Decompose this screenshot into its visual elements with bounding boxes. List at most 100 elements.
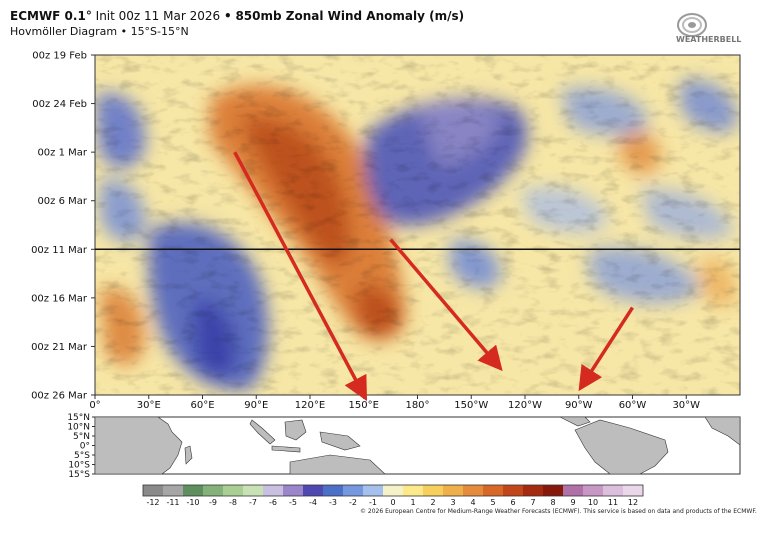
propagation-arrows — [233, 151, 634, 402]
title-init: Init 00z 11 Mar 2026 — [95, 9, 221, 23]
lat-tick-label: 0° — [80, 442, 90, 452]
x-tick-label: 60°W — [619, 400, 647, 411]
x-tick-label: 150°E — [349, 400, 379, 411]
colorbar-label: 1 — [410, 498, 415, 507]
map-madagascar — [184, 445, 193, 465]
colorbar-label: 4 — [470, 498, 475, 507]
colorbar-swatch — [623, 485, 644, 496]
colorbar-label: -10 — [186, 498, 199, 507]
colorbar-label: 6 — [510, 498, 515, 507]
lat-tick-label: 10°S — [68, 461, 90, 471]
chart-title: ECMWF 0.1° Init 00z 11 Mar 2026 • 850mb … — [10, 9, 464, 23]
colorbar-label: -9 — [209, 498, 217, 507]
map-southamerica — [574, 419, 669, 474]
x-tick-label: 120°E — [295, 400, 325, 411]
colorbar-frame — [142, 484, 644, 497]
colorbar-swatch — [363, 485, 384, 496]
colorbar-label: 10 — [588, 498, 598, 507]
colorbar-label: 3 — [450, 498, 455, 507]
propagation-arrow — [578, 306, 634, 392]
map-java — [271, 445, 301, 453]
x-tick-label: 90°E — [244, 400, 268, 411]
colorbar-swatch — [383, 485, 404, 496]
x-tick-label: 150°W — [454, 400, 488, 411]
colorbar-label: 12 — [628, 498, 638, 507]
x-tick-label: 90°W — [565, 400, 593, 411]
colorbar-label: -8 — [229, 498, 237, 507]
y-tick-label: 00z 1 Mar — [37, 148, 87, 159]
colorbar-label: 7 — [530, 498, 535, 507]
colorbar-swatch — [143, 485, 164, 496]
colorbar-label: 11 — [608, 498, 618, 507]
colorbar-swatch — [403, 485, 424, 496]
colorbar-swatch — [223, 485, 244, 496]
colorbar-swatch — [283, 485, 304, 496]
lat-tick-label: 10°N — [67, 423, 90, 433]
colorbar-swatch — [503, 485, 524, 496]
colorbar-label: 9 — [570, 498, 575, 507]
map-sumatra — [249, 419, 276, 445]
colorbar-swatch — [443, 485, 464, 496]
map-centralamerica — [559, 417, 591, 427]
y-tick-label: 00z 11 Mar — [31, 245, 88, 256]
colorbar: -12 -11 -10 -9 -8 -7 -6 -5 -4 -3 -2 -1 0 1 2 3 4 5 6 7 8 9 10 1… — [142, 484, 644, 507]
colorbar-swatch — [583, 485, 604, 496]
colorbar-swatch — [603, 485, 624, 496]
colorbar-swatch — [483, 485, 504, 496]
colorbar-swatch — [203, 485, 224, 496]
map-westafrica — [704, 417, 740, 446]
title-model: ECMWF 0.1° — [10, 9, 92, 23]
x-tick-label: 30°W — [672, 400, 700, 411]
hovmoller-plot-area — [95, 55, 740, 395]
copyright-credit: © 2026 European Centre for Medium-Range … — [360, 508, 757, 515]
colorbar-swatch — [243, 485, 264, 496]
propagation-arrow — [233, 151, 368, 402]
title-bullet: • — [223, 9, 232, 23]
y-tick-label: 00z 19 Feb — [32, 51, 87, 62]
colorbar-label: -3 — [329, 498, 337, 507]
colorbar-label: -4 — [309, 498, 317, 507]
y-tick-label: 00z 21 Mar — [31, 342, 88, 353]
y-tick-label: 00z 6 Mar — [37, 196, 87, 207]
y-tick-label: 00z 16 Mar — [31, 293, 88, 304]
colorbar-swatch — [163, 485, 184, 496]
colorbar-label: -1 — [369, 498, 377, 507]
title-field: 850mb Zonal Wind Anomaly (m/s) — [235, 9, 465, 23]
lat-tick-label: 5°S — [74, 451, 90, 461]
colorbar-label: -11 — [166, 498, 179, 507]
colorbar-label: -7 — [249, 498, 257, 507]
lat-tick-label: 15°N — [67, 413, 90, 423]
map-lat-ticks: 15°N10°N5°N0°5°S10°S15°S — [67, 413, 95, 480]
colorbar-label: -5 — [289, 498, 297, 507]
propagation-arrow — [389, 238, 503, 372]
colorbar-swatch — [183, 485, 204, 496]
colorbar-swatch — [563, 485, 584, 496]
colorbar-swatch — [423, 485, 444, 496]
map-newguinea — [319, 431, 361, 451]
colorbar-label: -12 — [146, 498, 159, 507]
x-tick-label: 0° — [89, 400, 100, 411]
map-borneo — [284, 419, 307, 441]
colorbar-swatch — [463, 485, 484, 496]
colorbar-swatch — [303, 485, 324, 496]
colorbar-label: 8 — [550, 498, 555, 507]
x-axis-ticks: 0° 30°E 60°E 90°E 120°E 150°E 180° 150°W 120°W 90… — [89, 395, 700, 411]
colorbar-swatch — [543, 485, 564, 496]
map-australia — [289, 454, 386, 474]
colorbar-swatch — [263, 485, 284, 496]
logo-text: WEATHERBELL — [676, 35, 741, 44]
colorbar-swatch — [523, 485, 544, 496]
x-tick-label: 120°W — [508, 400, 542, 411]
lat-tick-label: 15°S — [68, 470, 90, 480]
noise-overlay — [95, 55, 740, 395]
colorbar-label: 2 — [430, 498, 435, 507]
colorbar-label: -2 — [349, 498, 357, 507]
colorbar-swatch — [343, 485, 364, 496]
x-tick-label: 180° — [405, 400, 429, 411]
colorbar-label: 0 — [390, 498, 395, 507]
map-africa — [95, 417, 183, 474]
y-axis-ticks: 00z 19 Feb 00z 24 Feb 00z 1 Mar 00z 6 Mar 00… — [31, 51, 95, 402]
colorbar-label: 5 — [490, 498, 495, 507]
y-tick-label: 00z 24 Feb — [32, 99, 87, 110]
colorbar-label: -6 — [269, 498, 277, 507]
